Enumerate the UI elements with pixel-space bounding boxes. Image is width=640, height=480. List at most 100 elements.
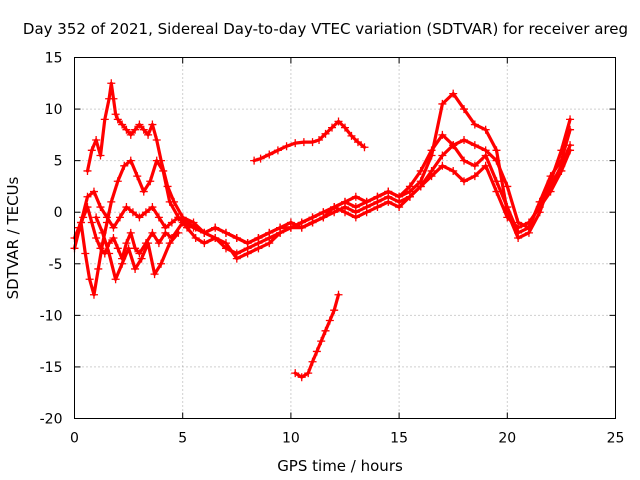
data-point-marker xyxy=(256,154,265,163)
data-point-marker xyxy=(481,125,490,134)
data-point-marker xyxy=(111,275,120,284)
data-point-marker xyxy=(148,228,157,237)
data-point-marker xyxy=(286,223,295,232)
data-point-marker xyxy=(265,150,274,159)
data-point-marker xyxy=(291,369,300,378)
data-point-marker xyxy=(317,337,326,346)
data-point-marker xyxy=(109,94,118,103)
data-point-marker xyxy=(191,234,200,242)
y-tick-label: -20 xyxy=(40,412,63,428)
data-point-marker xyxy=(438,151,447,160)
data-point-marker xyxy=(330,306,339,315)
x-tick-label: 15 xyxy=(390,431,408,447)
data-point-marker xyxy=(105,249,114,258)
series-track-line xyxy=(72,148,572,250)
data-point-marker xyxy=(334,290,343,299)
data-point-marker xyxy=(470,161,479,170)
data-point-marker xyxy=(174,213,183,222)
data-point-marker xyxy=(113,244,122,253)
data-point-marker xyxy=(449,166,458,175)
data-point-marker xyxy=(438,161,447,170)
data-point-marker xyxy=(189,218,198,227)
data-point-marker xyxy=(102,218,111,227)
data-point-marker xyxy=(254,239,263,248)
data-point-marker xyxy=(83,166,92,175)
data-point-marker xyxy=(144,239,153,248)
data-point-marker xyxy=(109,234,118,242)
data-point-marker xyxy=(174,228,183,237)
data-point-marker xyxy=(126,228,135,237)
data-point-marker xyxy=(167,218,176,227)
data-point-marker xyxy=(113,177,122,186)
data-point-marker xyxy=(319,213,328,222)
data-point-marker xyxy=(315,136,324,145)
data-point-marker xyxy=(341,123,349,132)
data-point-marker xyxy=(124,244,133,253)
data-point-marker xyxy=(115,213,124,222)
data-point-marker xyxy=(321,326,330,335)
data-point-marker xyxy=(503,182,512,191)
data-point-marker xyxy=(152,136,161,145)
x-tick-label: 0 xyxy=(70,431,79,447)
data-point-marker xyxy=(492,146,501,155)
x-tick-label: 5 xyxy=(178,431,187,447)
data-point-marker xyxy=(557,166,566,175)
data-point-marker xyxy=(96,151,105,160)
y-axis-tick-labels: 15 10 5 0 -5 -10 -15 -20 xyxy=(40,51,63,428)
y-tick-label: -5 xyxy=(49,257,63,273)
data-point-marker xyxy=(118,259,127,268)
data-plot-area xyxy=(70,79,575,382)
data-point-marker xyxy=(89,187,98,196)
data-point-marker xyxy=(373,197,382,206)
axis-ticks xyxy=(74,57,616,419)
data-point-marker xyxy=(492,156,501,165)
gridlines xyxy=(74,57,616,419)
data-point-marker xyxy=(265,234,274,242)
y-tick-label: -10 xyxy=(40,308,63,324)
x-axis-label: GPS time / hours xyxy=(277,457,403,475)
data-point-marker xyxy=(87,146,96,155)
x-tick-label: 20 xyxy=(498,431,516,447)
data-point-marker xyxy=(85,275,94,284)
data-point-marker xyxy=(460,105,469,114)
data-point-marker xyxy=(351,192,360,201)
series-s7 xyxy=(92,213,183,284)
data-point-marker xyxy=(470,141,479,150)
x-tick-label: 10 xyxy=(282,431,300,447)
data-point-marker xyxy=(546,172,555,181)
data-point-marker xyxy=(460,156,469,165)
data-point-marker xyxy=(470,172,479,181)
data-point-marker xyxy=(139,125,148,134)
data-point-marker xyxy=(211,234,220,242)
series-s6 xyxy=(291,290,343,382)
data-point-marker xyxy=(76,218,85,227)
y-tick-label: 0 xyxy=(54,205,63,221)
data-point-marker xyxy=(308,357,317,366)
chart-title: Day 352 of 2021, Sidereal Day-to-day VTE… xyxy=(23,20,628,38)
data-point-marker xyxy=(131,264,140,273)
data-point-marker xyxy=(161,223,170,232)
x-axis-tick-labels: 0 5 10 15 20 25 xyxy=(70,431,624,447)
series-s5 xyxy=(250,117,369,165)
data-point-marker xyxy=(100,115,109,124)
data-point-marker xyxy=(304,369,313,378)
data-point-marker xyxy=(122,125,131,134)
data-point-marker xyxy=(200,239,209,248)
y-tick-label: 10 xyxy=(45,102,63,118)
data-point-marker xyxy=(122,203,131,212)
data-point-marker xyxy=(460,177,469,186)
data-point-marker xyxy=(128,208,137,217)
data-point-marker xyxy=(535,197,544,206)
series-track-line xyxy=(293,293,341,379)
data-point-marker xyxy=(438,99,447,108)
data-point-marker xyxy=(524,223,533,232)
data-point-marker xyxy=(120,161,129,170)
data-point-marker xyxy=(92,234,101,242)
data-point-marker xyxy=(152,156,161,165)
data-point-marker xyxy=(460,136,469,145)
data-point-marker xyxy=(353,138,362,147)
data-point-marker xyxy=(308,218,317,227)
data-point-marker xyxy=(83,192,92,201)
data-point-marker xyxy=(111,110,120,119)
